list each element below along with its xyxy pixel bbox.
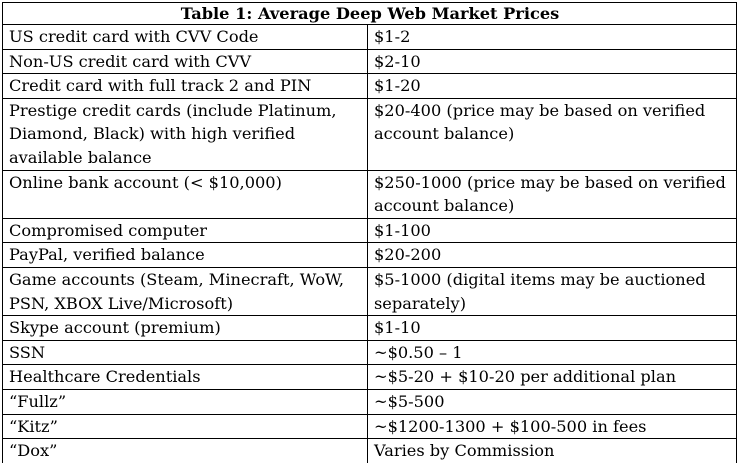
table-row: SSN ~$0.50 – 1 <box>2 339 737 366</box>
price-cell: $20-400 (price may be based on verified … <box>367 97 737 171</box>
item-cell: “Fullz” <box>2 388 368 415</box>
table-row: Compromised computer $1-100 <box>2 217 737 244</box>
item-cell: Online bank account (< $10,000) <box>2 169 368 219</box>
price-cell: ~$5-20 + $10-20 per additional plan <box>367 364 737 390</box>
price-cell: $1-100 <box>367 217 737 244</box>
item-cell: Prestige credit cards (include Platinum,… <box>2 97 368 171</box>
table-row: PayPal, verified balance $20-200 <box>2 242 737 268</box>
table-row: Credit card with full track 2 and PIN $1… <box>2 73 737 99</box>
table-row: “Fullz” ~$5-500 <box>2 388 737 415</box>
price-cell: $20-200 <box>367 242 737 268</box>
table-row: Healthcare Credentials ~$5-20 + $10-20 p… <box>2 364 737 390</box>
item-cell: “Kitz” <box>2 413 368 440</box>
item-cell: Game accounts (Steam, Minecraft, WoW, PS… <box>2 266 368 317</box>
item-cell: Skype account (premium) <box>2 315 368 341</box>
table-row: Game accounts (Steam, Minecraft, WoW, PS… <box>2 266 737 317</box>
table-row: Online bank account (< $10,000) $250-100… <box>2 169 737 219</box>
item-cell: Non-US credit card with CVV <box>2 48 368 75</box>
price-cell: Varies by Commission <box>367 438 737 463</box>
item-cell: US credit card with CVV Code <box>2 24 368 50</box>
table-title-row: Table 1: Average Deep Web Market Prices <box>2 2 737 25</box>
table-row: US credit card with CVV Code $1-2 <box>2 24 737 50</box>
item-cell: Compromised computer <box>2 217 368 244</box>
price-cell: $250-1000 (price may be based on verifie… <box>367 169 737 219</box>
item-cell: Healthcare Credentials <box>2 364 368 390</box>
price-cell: $1-2 <box>367 24 737 50</box>
table-row: Skype account (premium) $1-10 <box>2 315 737 341</box>
item-cell: PayPal, verified balance <box>2 242 368 268</box>
table-row: Non-US credit card with CVV $2-10 <box>2 48 737 75</box>
item-cell: “Dox” <box>2 438 368 463</box>
price-cell: ~$0.50 – 1 <box>367 339 737 366</box>
table-title: Table 1: Average Deep Web Market Prices <box>2 2 737 25</box>
price-cell: ~$5-500 <box>367 388 737 415</box>
item-cell: Credit card with full track 2 and PIN <box>2 73 368 99</box>
price-cell: $1-10 <box>367 315 737 341</box>
price-cell: $1-20 <box>367 73 737 99</box>
price-cell: ~$1200-1300 + $100-500 in fees <box>367 413 737 440</box>
price-cell: $5-1000 (digital items may be auctioned … <box>367 266 737 317</box>
item-cell: SSN <box>2 339 368 366</box>
table-row: “Dox” Varies by Commission <box>2 438 737 463</box>
table-row: “Kitz” ~$1200-1300 + $100-500 in fees <box>2 413 737 440</box>
table-row: Prestige credit cards (include Platinum,… <box>2 97 737 171</box>
price-cell: $2-10 <box>367 48 737 75</box>
